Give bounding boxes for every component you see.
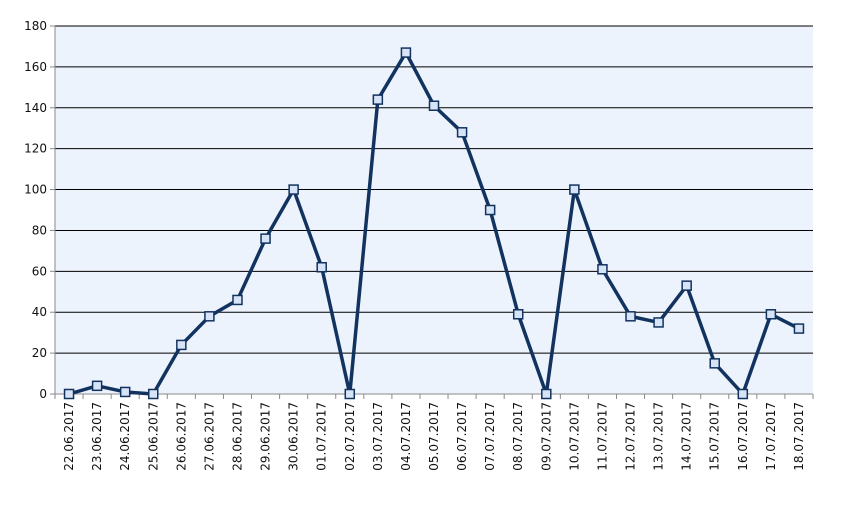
x-tick-label: 01.07.2017 <box>315 402 329 471</box>
data-point-marker <box>484 204 496 216</box>
series-markers <box>63 47 805 400</box>
gridlines <box>55 25 813 354</box>
data-point-marker <box>597 264 608 275</box>
data-point-marker <box>765 309 777 320</box>
x-tick-label: 11.07.2017 <box>595 402 609 471</box>
x-tick-label: 22.06.2017 <box>62 402 76 471</box>
x-tick-label: 09.07.2017 <box>539 402 553 471</box>
data-point-marker <box>232 294 243 306</box>
x-tick-label: 10.07.2017 <box>567 402 581 471</box>
data-point-marker <box>681 280 692 291</box>
y-tick-label: 0 <box>39 387 47 401</box>
y-tick-label: 140 <box>24 101 47 115</box>
data-point-marker <box>176 339 187 351</box>
x-tick-label: 15.07.2017 <box>708 402 722 471</box>
x-tick-label: 29.06.2017 <box>259 402 273 471</box>
x-tick-label: 04.07.2017 <box>399 402 413 471</box>
data-point-marker <box>344 388 356 400</box>
axes <box>54 26 813 395</box>
y-tick-label: 60 <box>32 264 47 278</box>
x-tick-label: 02.07.2017 <box>343 402 357 471</box>
x-tick-label: 16.07.2017 <box>736 402 750 471</box>
x-tick-label: 18.07.2017 <box>792 402 806 471</box>
x-tick-label: 14.07.2017 <box>680 402 694 471</box>
y-axis-tick-labels: 0 20 40 60 80 100 120 140 160 180 <box>24 19 55 401</box>
x-tick-label: 06.07.2017 <box>455 402 469 471</box>
data-point-marker <box>260 233 271 244</box>
x-tick-label: 28.06.2017 <box>230 402 244 471</box>
x-tick-label: 13.07.2017 <box>652 402 666 471</box>
data-point-marker <box>456 127 468 138</box>
x-tick-label: 27.06.2017 <box>202 402 216 471</box>
data-point-marker <box>737 388 749 400</box>
y-tick-label: 40 <box>32 305 47 319</box>
y-tick-label: 160 <box>24 60 47 74</box>
data-point-marker <box>119 386 131 398</box>
x-tick-label: 26.06.2017 <box>174 402 188 471</box>
x-tick-label: 05.07.2017 <box>427 402 441 471</box>
x-axis-tick-labels: 22.06.2017 23.06.2017 24.06.2017 25.06.2017… <box>54 394 814 471</box>
y-tick-label: 120 <box>24 142 47 156</box>
data-point-marker <box>512 309 524 320</box>
x-tick-label: 08.07.2017 <box>511 402 525 471</box>
data-point-marker <box>569 184 580 195</box>
y-tick-label: 180 <box>24 19 47 33</box>
x-tick-label: 12.07.2017 <box>624 402 638 471</box>
y-tick-label: 20 <box>32 346 47 360</box>
data-point-marker <box>625 311 636 322</box>
data-point-marker <box>653 317 664 328</box>
data-point-marker <box>793 323 805 334</box>
x-tick-label: 17.07.2017 <box>764 402 778 471</box>
data-point-marker <box>288 184 299 195</box>
data-point-marker <box>204 311 215 322</box>
data-point-marker <box>372 94 384 105</box>
data-point-marker <box>428 100 440 111</box>
data-point-marker <box>91 380 103 392</box>
data-point-marker <box>400 47 412 58</box>
data-point-marker <box>148 388 159 400</box>
data-point-marker <box>63 388 75 400</box>
data-point-marker <box>709 358 720 369</box>
x-tick-label: 30.06.2017 <box>287 402 301 471</box>
x-tick-label: 03.07.2017 <box>371 402 385 471</box>
data-point-marker <box>316 261 327 273</box>
x-tick-label: 25.06.2017 <box>146 402 160 471</box>
plot-area <box>55 26 813 394</box>
x-tick-label: 07.07.2017 <box>483 402 497 471</box>
data-point-marker <box>541 388 552 400</box>
x-tick-label: 24.06.2017 <box>118 402 132 471</box>
y-tick-label: 80 <box>32 223 47 237</box>
x-tick-label: 23.06.2017 <box>90 402 104 471</box>
y-tick-label: 100 <box>24 183 47 197</box>
